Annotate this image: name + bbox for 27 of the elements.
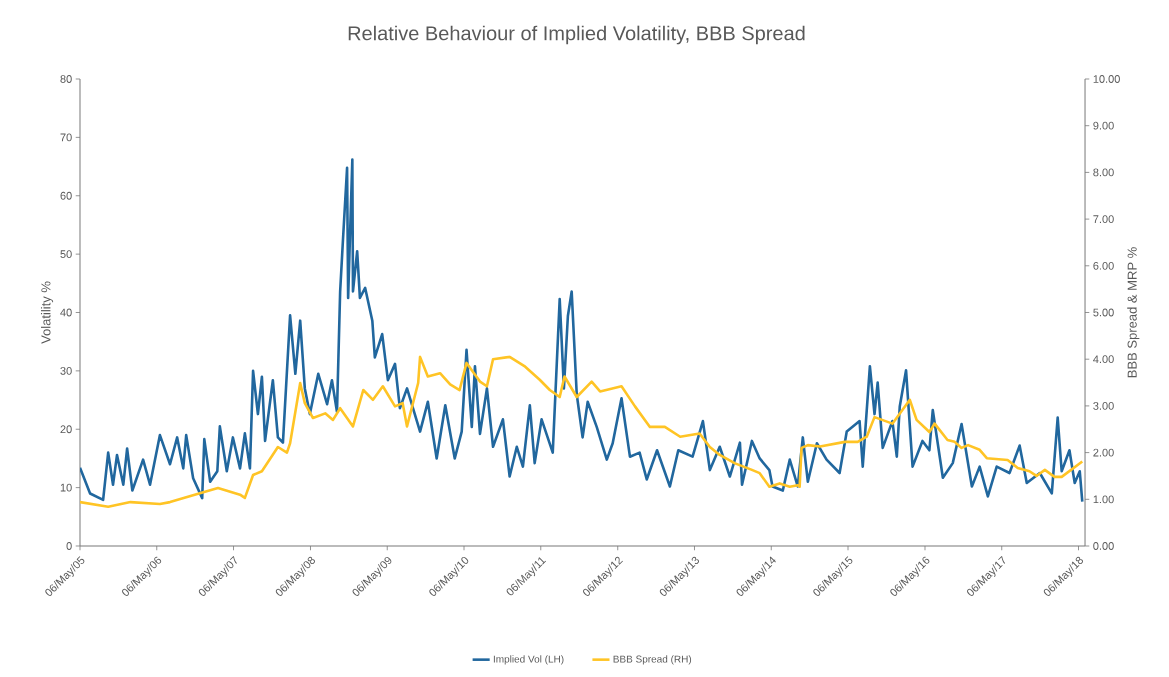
y-tick-label: 40 — [60, 308, 72, 317]
y-axis-title: Volatility % — [40, 281, 54, 344]
y2-tick-label: 0.00 — [1093, 542, 1114, 550]
y2-tick-label: 6.00 — [1093, 261, 1114, 270]
y-tick-label: 70 — [60, 133, 72, 142]
y-tick-label: 30 — [60, 366, 72, 375]
y-tick-label: 80 — [60, 75, 72, 83]
y-tick-label: 20 — [60, 425, 72, 434]
y2-tick-label: 9.00 — [1093, 121, 1114, 130]
y2-tick-label: 2.00 — [1093, 448, 1114, 457]
y2-tick-label: 4.00 — [1093, 355, 1114, 364]
y-tick-label: 10 — [60, 483, 72, 492]
y-tick-label: 60 — [60, 191, 72, 200]
chart-title: Relative Behaviour of Implied Volatility, BBB Spread — [348, 25, 805, 45]
legend-label: Implied Vol (LH) — [493, 655, 564, 665]
y2-tick-label: 5.00 — [1093, 308, 1114, 317]
y-tick-label: 0 — [66, 542, 72, 550]
y2-axis-title: BBB Spread & MRP % — [1127, 247, 1140, 378]
y2-tick-label: 10.00 — [1093, 75, 1120, 83]
y2-tick-label: 7.00 — [1093, 215, 1114, 223]
y2-tick-label: 1.00 — [1093, 495, 1114, 504]
y2-tick-label: 8.00 — [1093, 168, 1114, 177]
y-tick-label: 50 — [60, 250, 72, 259]
y2-tick-label: 3.00 — [1093, 402, 1114, 410]
legend-label: BBB Spread (RH) — [613, 655, 692, 665]
line-series — [80, 355, 1084, 509]
line-series — [80, 158, 1084, 503]
